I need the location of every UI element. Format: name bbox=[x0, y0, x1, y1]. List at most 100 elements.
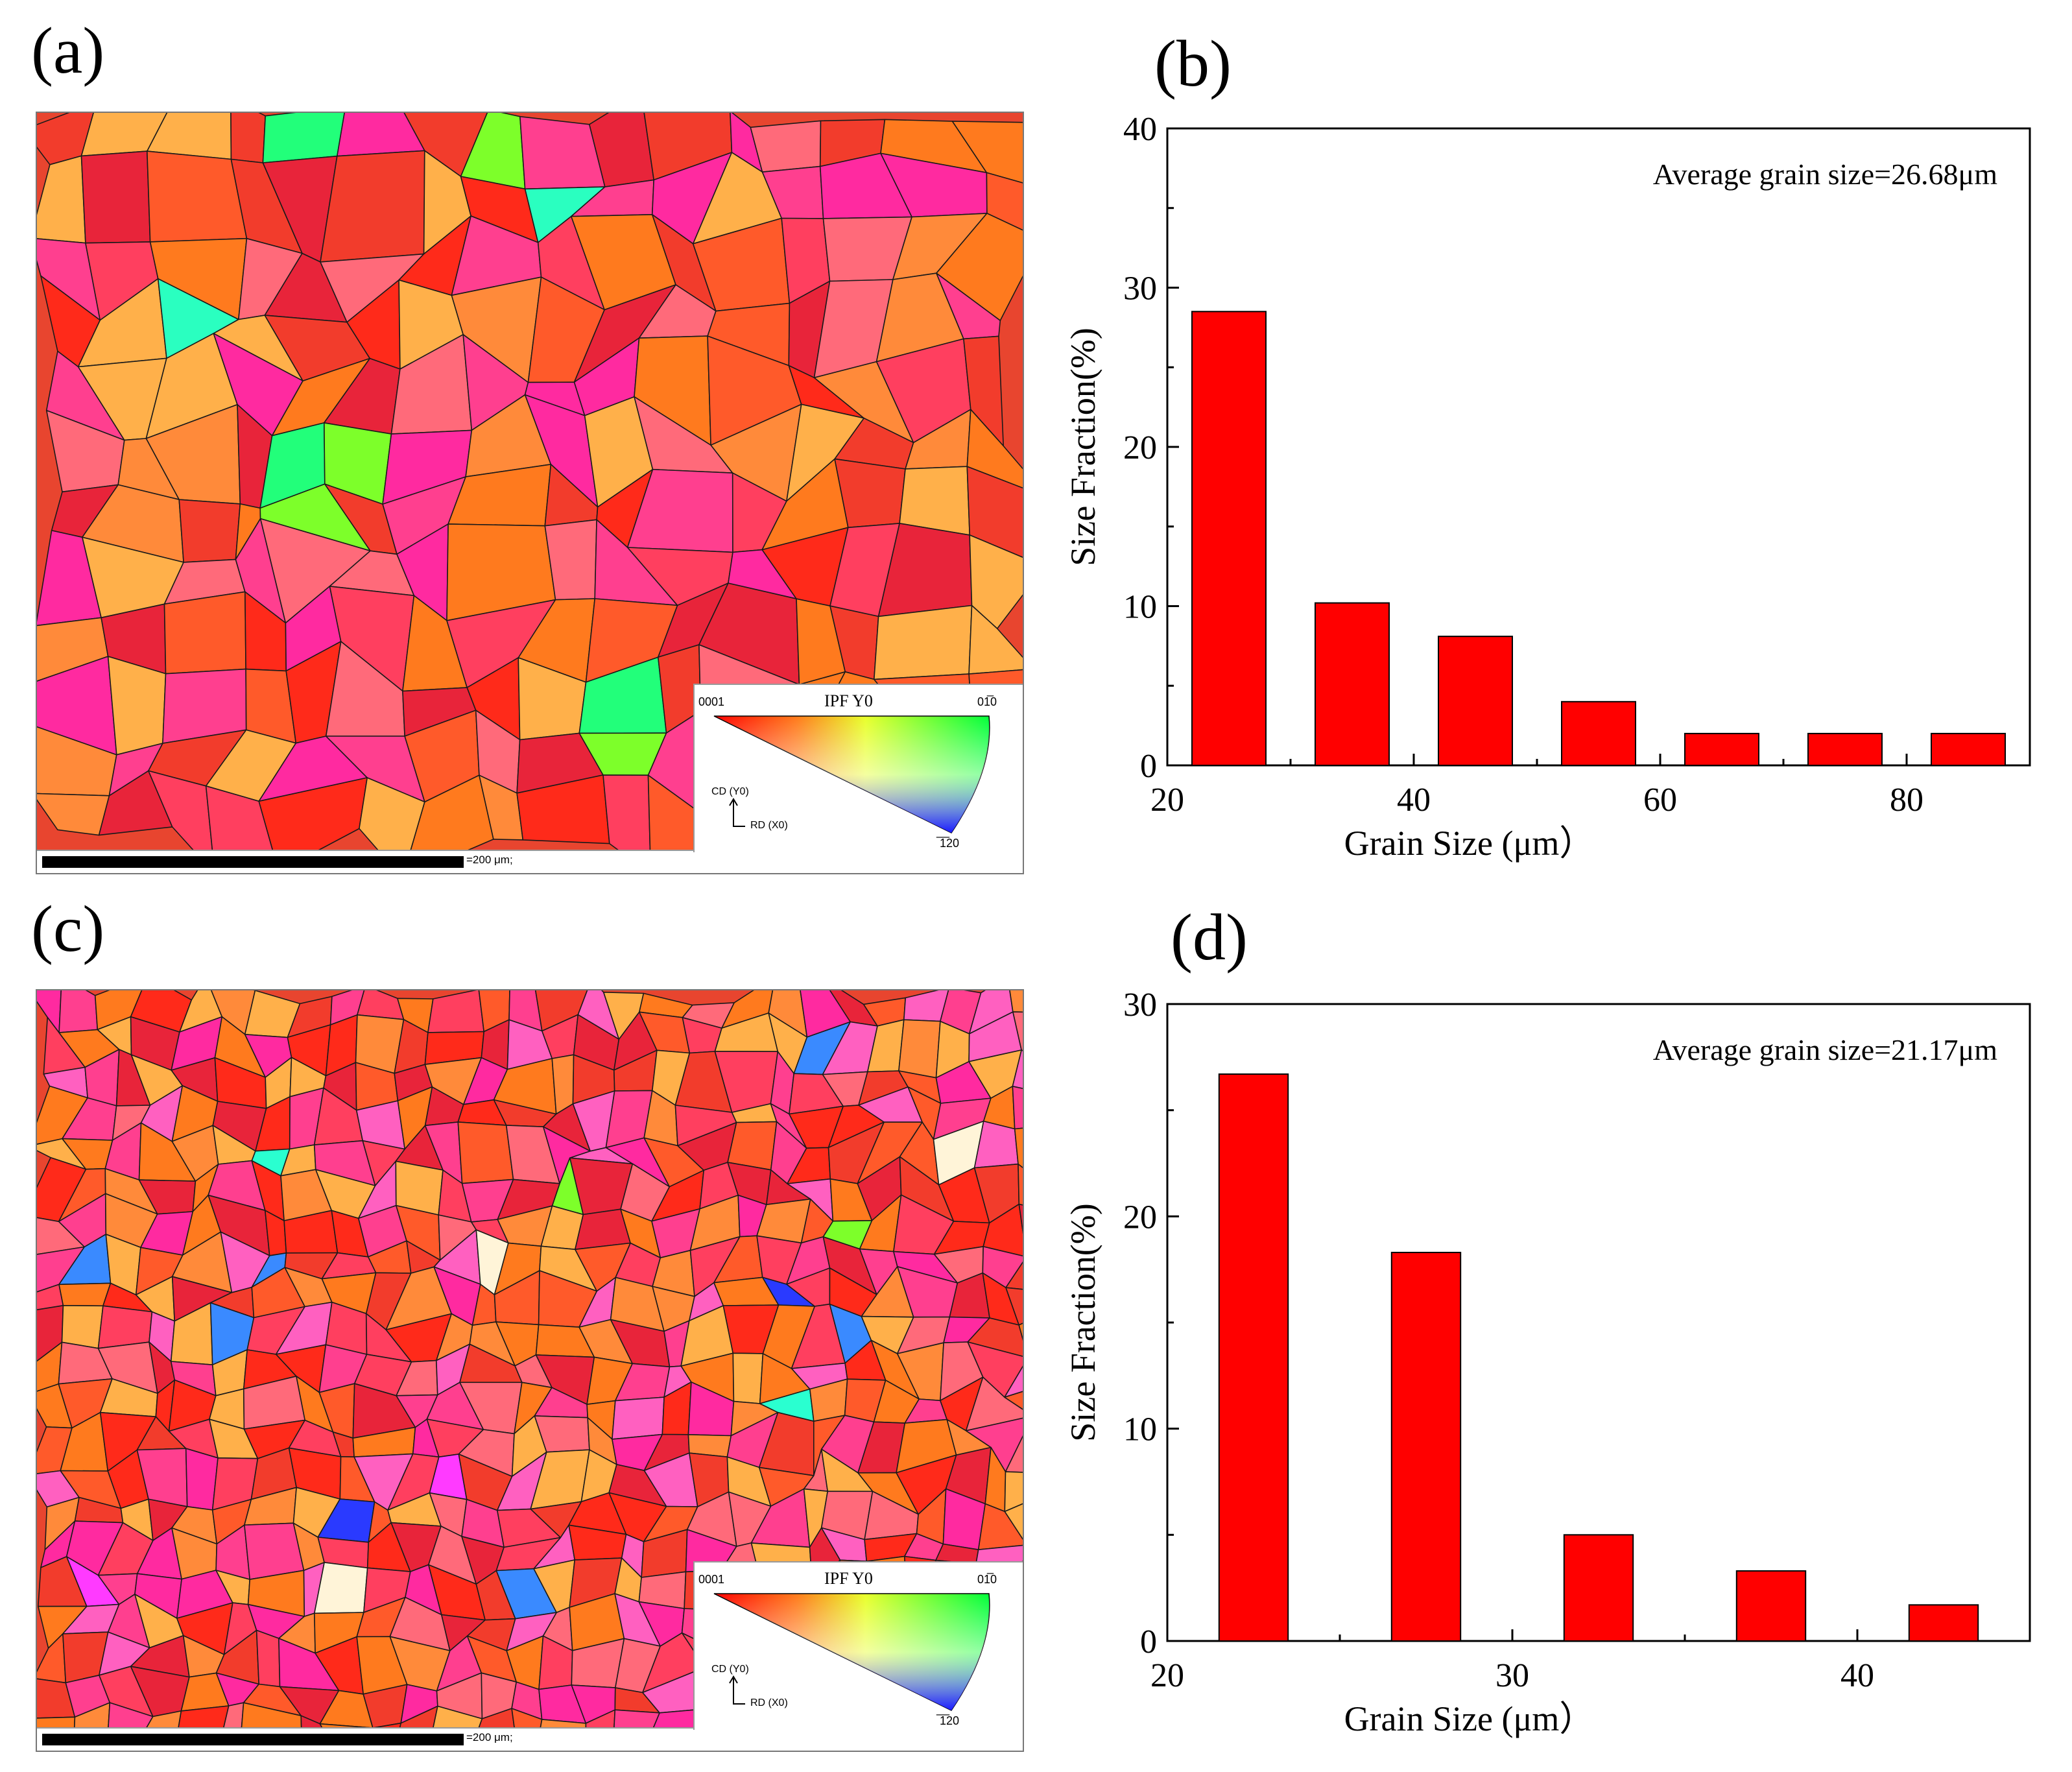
grain bbox=[58, 990, 99, 1033]
x-tick-label: 20 bbox=[1150, 1657, 1184, 1694]
grain bbox=[399, 1705, 438, 1729]
grain bbox=[478, 1708, 516, 1729]
grain bbox=[1005, 1435, 1023, 1473]
grain bbox=[1004, 1471, 1023, 1513]
legend-axis-y-c: CD (Y0) bbox=[711, 1664, 749, 1675]
legend-corner-1210-c: ̅1̅20 bbox=[940, 1714, 960, 1727]
grain bbox=[108, 1702, 154, 1729]
y-tick-label: 30 bbox=[1123, 987, 1157, 1024]
x-tick-label: 30 bbox=[1495, 1657, 1529, 1694]
grain bbox=[613, 1709, 660, 1729]
legend-corner-0110-c: 01̅0 bbox=[977, 1573, 997, 1586]
grain bbox=[432, 1705, 483, 1729]
grain bbox=[1004, 1503, 1023, 1540]
grain bbox=[898, 1019, 941, 1079]
grain bbox=[80, 150, 151, 244]
grain bbox=[222, 1702, 244, 1729]
grain-size-histogram-b: 0 10 20 30 40 20 40 60 80 Grain Size (μm） Size Fra… bbox=[1064, 111, 2031, 863]
grain bbox=[97, 1305, 153, 1349]
x-tick-label: 20 bbox=[1150, 782, 1184, 819]
grain bbox=[427, 990, 485, 1033]
grain bbox=[511, 1708, 543, 1729]
x-axis-label: Grain Size (μm） bbox=[1344, 824, 1595, 863]
panel-label-b: (b) bbox=[1154, 27, 1232, 101]
panel-label-d: (d) bbox=[1171, 901, 1248, 974]
legend-corner-0001-a: 0001 bbox=[698, 695, 725, 708]
grain bbox=[732, 1352, 764, 1404]
y-tick-label: 30 bbox=[1123, 270, 1157, 307]
grain bbox=[1005, 1261, 1023, 1290]
grain bbox=[372, 1722, 402, 1729]
panel-label-c: (c) bbox=[31, 892, 105, 966]
grain bbox=[986, 172, 1023, 231]
scalebar-label-c: =200 μm; bbox=[466, 1731, 513, 1743]
ipf-legend-a: 0001 IPF Y0 01̅0 CD (Y0) RD (X0) ̅1̅20 bbox=[693, 684, 1023, 852]
grain bbox=[300, 1715, 324, 1729]
bar-37.5 bbox=[1735, 1570, 1807, 1642]
y-tick-label: 10 bbox=[1123, 1411, 1157, 1448]
grain bbox=[977, 1503, 1023, 1551]
grain bbox=[241, 1702, 302, 1729]
y-tick-label: 20 bbox=[1123, 1199, 1157, 1236]
ipf-triangle-c bbox=[713, 1593, 990, 1711]
grain bbox=[966, 466, 1023, 558]
bar-85 bbox=[1931, 732, 2006, 767]
legend-title-c: IPF Y0 bbox=[824, 1569, 873, 1588]
legend-corner-0001-c: 0001 bbox=[698, 1573, 725, 1586]
bar-25 bbox=[1191, 311, 1267, 766]
grain bbox=[982, 1203, 1023, 1257]
grain bbox=[178, 1705, 230, 1729]
grain bbox=[205, 785, 274, 851]
y-axis-label: Size Fraction(%) bbox=[1064, 328, 1102, 566]
x-tick-label: 40 bbox=[1397, 782, 1431, 819]
legend-corner-0110-a: 01̅0 bbox=[977, 695, 997, 708]
legend-corner-1210-a: ̅1̅20 bbox=[940, 837, 960, 850]
grain bbox=[37, 1716, 76, 1729]
grain bbox=[37, 155, 86, 244]
ipf-map-c: =200 μm; 0001 IPF Y0 01̅0 CD (Y0) RD (X0… bbox=[36, 989, 1024, 1752]
grain bbox=[951, 121, 1023, 184]
legend-axis-y-a: CD (Y0) bbox=[711, 786, 749, 797]
grain bbox=[58, 1282, 112, 1307]
y-axis-label: Size Fraction(%) bbox=[1064, 1203, 1102, 1441]
grain bbox=[262, 113, 345, 163]
ipf-triangle-a bbox=[713, 715, 990, 833]
y-tick-label: 10 bbox=[1123, 589, 1157, 626]
bar-32.5 bbox=[1563, 1534, 1634, 1642]
grain bbox=[585, 1709, 616, 1729]
bar-27.5 bbox=[1390, 1251, 1462, 1642]
bar-35 bbox=[1315, 602, 1390, 767]
grain bbox=[230, 113, 267, 163]
bar-75 bbox=[1807, 732, 1883, 767]
bar-42.5 bbox=[1908, 1604, 1979, 1642]
scalebar-label-a: =200 μm; bbox=[466, 854, 513, 866]
ipf-legend-c: 0001 IPF Y0 01̅0 CD (Y0) RD (X0) ̅1̅20 bbox=[693, 1561, 1023, 1730]
grain bbox=[612, 1396, 665, 1440]
scalebar-a bbox=[42, 856, 464, 868]
legend-title-a: IPF Y0 bbox=[824, 691, 873, 710]
legend-axis-x-c: RD (X0) bbox=[750, 1697, 788, 1708]
grain bbox=[540, 1719, 587, 1729]
grain bbox=[145, 1710, 182, 1729]
grain bbox=[1014, 1127, 1023, 1169]
x-axis-label: Grain Size (μm） bbox=[1344, 1699, 1595, 1738]
average-grain-size-annotation: Average grain size=21.17μm bbox=[1653, 1033, 1998, 1066]
average-grain-size-annotation: Average grain size=26.68μm bbox=[1653, 158, 1998, 191]
x-tick-label: 40 bbox=[1840, 1657, 1874, 1694]
grain bbox=[1012, 1011, 1023, 1051]
bar-45 bbox=[1438, 636, 1513, 767]
bar-55 bbox=[1561, 700, 1636, 766]
bar-22.5 bbox=[1218, 1073, 1289, 1642]
y-tick-label: 0 bbox=[1140, 748, 1157, 785]
grain bbox=[178, 499, 241, 563]
legend-axis-x-a: RD (X0) bbox=[750, 820, 788, 831]
grain bbox=[602, 774, 651, 851]
panel-label-a: (a) bbox=[31, 14, 105, 88]
bar-65 bbox=[1684, 732, 1759, 767]
scalebar-box-a: =200 μm; bbox=[37, 850, 1023, 873]
grain-map-a bbox=[37, 113, 1023, 851]
grain-size-histogram-d: 0 10 20 30 20 30 40 Grain Size (μm） Size Fractio… bbox=[1064, 987, 2031, 1738]
grain bbox=[320, 150, 425, 263]
grain bbox=[73, 1702, 111, 1729]
grain bbox=[874, 605, 973, 680]
